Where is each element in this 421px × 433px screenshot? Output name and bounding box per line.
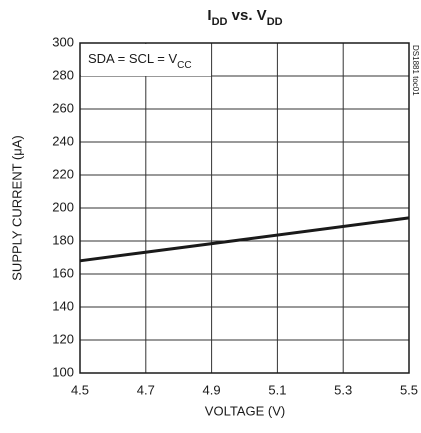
x-axis-label: VOLTAGE (V)	[205, 403, 285, 418]
y-tick-label: 240	[52, 133, 74, 148]
y-tick-label: 200	[52, 199, 74, 214]
text-part: DD	[267, 16, 283, 28]
plot-frame	[79, 42, 410, 374]
text-part: CC	[177, 60, 191, 71]
y-tick-label: 220	[52, 166, 74, 181]
x-tick-label: 4.9	[203, 382, 221, 397]
annotation-box	[81, 44, 211, 76]
x-tick-label: 5.1	[268, 382, 286, 397]
y-tick-label: 160	[52, 265, 74, 280]
y-tick-label: 280	[52, 67, 74, 82]
chart-title: IDD vs. VDD	[207, 7, 282, 28]
text-part: DD	[212, 16, 228, 28]
x-tick-label: 5.5	[400, 382, 418, 397]
text-part: SDA = SCL = V	[88, 51, 177, 66]
y-tick-label: 120	[52, 331, 74, 346]
y-tick-label: 260	[52, 100, 74, 115]
annotation: SDA = SCL = VCC	[88, 51, 192, 71]
y-tick-label: 100	[52, 364, 74, 379]
text-part: vs. V	[227, 7, 266, 24]
x-tick-label: 5.3	[334, 382, 352, 397]
x-tick-label: 4.5	[71, 382, 89, 397]
x-tick-label: 4.7	[137, 382, 155, 397]
data-line	[79, 216, 410, 263]
y-tick-label: 180	[52, 232, 74, 247]
y-tick-label: 300	[52, 34, 74, 49]
y-axis-label: SUPPLY CURRENT (μA)	[9, 135, 24, 280]
side-note: DS1881 toc01	[411, 45, 420, 96]
text-part: I	[207, 7, 211, 24]
y-tick-label: 140	[52, 298, 74, 313]
